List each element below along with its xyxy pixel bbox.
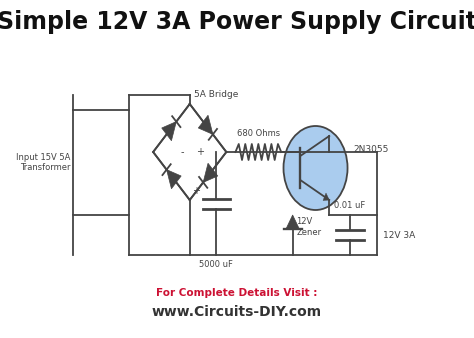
Text: 12V: 12V xyxy=(296,217,313,226)
Circle shape xyxy=(283,126,347,210)
Polygon shape xyxy=(286,215,300,230)
Text: +: + xyxy=(192,187,201,196)
Text: 12V 3A: 12V 3A xyxy=(383,231,415,240)
Text: -: - xyxy=(180,147,183,157)
Text: 680 Ohms: 680 Ohms xyxy=(237,129,280,138)
Text: 5A Bridge: 5A Bridge xyxy=(193,90,238,99)
Text: www.Circuits-DIY.com: www.Circuits-DIY.com xyxy=(152,305,322,319)
Text: 5000 uF: 5000 uF xyxy=(200,260,233,269)
Text: Input 15V 5A
Transformer: Input 15V 5A Transformer xyxy=(17,153,71,172)
Polygon shape xyxy=(203,163,218,183)
Text: 0.01 uF: 0.01 uF xyxy=(334,201,365,210)
Text: +: + xyxy=(196,147,204,157)
Polygon shape xyxy=(198,115,213,135)
Text: Zener: Zener xyxy=(296,228,321,237)
Polygon shape xyxy=(323,193,329,200)
Text: Simple 12V 3A Power Supply Circuit: Simple 12V 3A Power Supply Circuit xyxy=(0,10,474,34)
Text: 2N3055: 2N3055 xyxy=(354,145,389,154)
Polygon shape xyxy=(162,122,176,141)
Polygon shape xyxy=(166,170,181,189)
Text: For Complete Details Visit :: For Complete Details Visit : xyxy=(156,288,318,298)
